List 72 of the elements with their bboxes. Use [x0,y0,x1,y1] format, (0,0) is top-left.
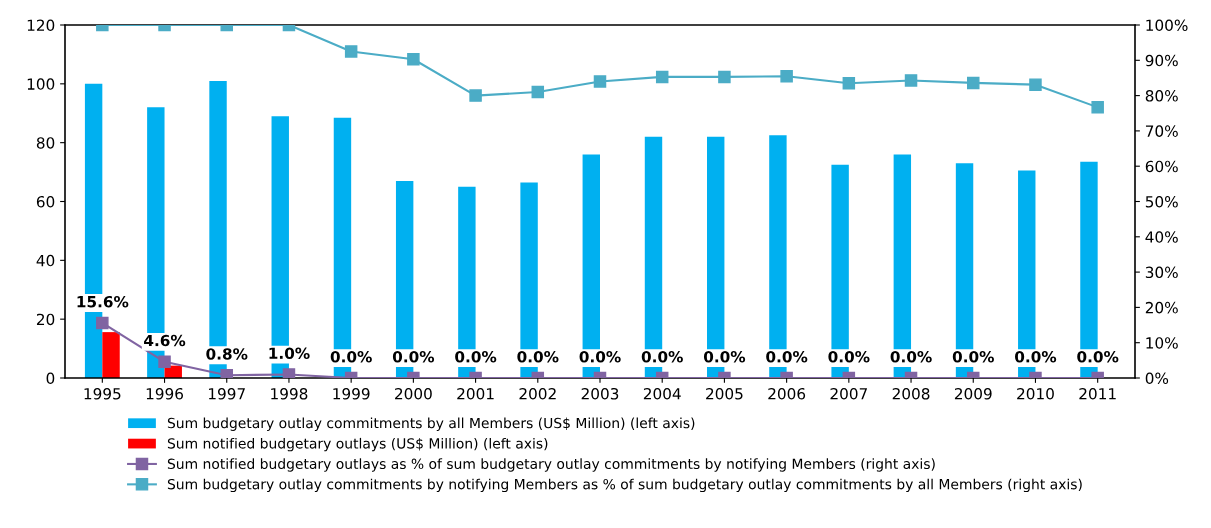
legend-label: Sum budgetary outlay commitments by notifying Members as % of sum budgetary outlay commitments by all Members (right axis) [167,478,1082,493]
data-label: 1.0% [269,347,310,360]
y-tick-label: 0 [46,372,55,385]
y2-tick-label: 70% [1145,125,1178,137]
y2-tick-label: 50% [1145,195,1178,208]
y2-tick-label: 80% [1145,90,1178,102]
y2-tick-label: 90% [1145,54,1178,67]
point [344,45,358,58]
x-tick-label: 1996 [146,387,184,400]
x-tick-label: 2001 [457,387,494,400]
point [904,74,918,87]
x-tick-label: 2011 [1079,387,1116,400]
y-tick-label: 60 [36,195,55,208]
x-tick-label: 2004 [643,387,681,400]
y2-tick-label: 30% [1145,266,1178,279]
data-label: 0.0% [330,350,372,363]
x-tick-label: 2005 [706,387,743,400]
point [593,75,607,88]
point [469,89,482,102]
x-tick-label: 2008 [892,387,930,400]
x-tick-label: 2003 [581,387,619,400]
y2-tick-label: 40% [1145,231,1178,243]
point [655,70,669,84]
x-tick-label: 2009 [954,387,992,400]
x-tick-label: 1995 [84,387,121,400]
point [220,368,233,378]
point [842,76,856,90]
x-tick-label: 2010 [1017,387,1054,400]
data-label: 4.6% [144,334,186,347]
data-label: 0.0% [703,350,746,363]
data-label: 15.6% [77,295,129,308]
data-label: 0.0% [828,350,870,363]
data-label: 0.0% [766,350,808,363]
point [780,69,793,83]
legend-label: Sum notified budgetary outlays (US$ Million) (left axis) [167,437,548,452]
y-tick-label: 120 [27,19,55,32]
data-label: 0.0% [517,350,559,363]
data-label: 0.0% [1015,350,1057,363]
y2-tick-label: 60% [1145,160,1178,173]
data-label: 0.0% [1077,350,1119,363]
x-tick-label: 1999 [333,387,370,400]
point [1091,100,1104,114]
data-label: 0.0% [455,350,497,363]
y-tick-label: 100 [27,78,55,90]
x-tick-label: 1998 [271,387,308,400]
point [282,368,296,378]
x-tick-label: 2006 [768,387,806,400]
point [967,76,980,90]
data-label: 0.0% [890,350,932,363]
legend-label: Sum budgetary outlay commitments by all Members (US$ Million) (left axis) [167,417,695,431]
y-tick-label: 20 [36,313,55,326]
y2-tick-label: 0% [1145,372,1169,385]
data-label: 0.0% [641,350,683,363]
x-tick-label: 2007 [830,387,867,400]
x-tick-label: 2000 [395,387,432,400]
y-tick-label: 80 [36,137,55,149]
y2-tick-label: 100% [1146,19,1188,32]
data-label: 0.8% [206,348,248,360]
point [531,85,545,99]
legend-label: Sum notified budgetary outlays as % of sum budgetary outlay commitments by notifying Members (right axis) [167,458,935,472]
x-tick-label: 1997 [208,387,245,400]
point [1029,78,1042,91]
data-label: 0.0% [392,350,435,363]
point [407,52,420,66]
point [718,70,731,84]
y2-tick-label: 20% [1145,301,1178,314]
data-label: 0.0% [952,350,994,363]
bar [102,332,120,378]
x-tick-label: 2002 [519,387,556,400]
y2-tick-label: 10% [1146,337,1178,349]
data-label: 0.0% [579,350,621,363]
y-tick-label: 40 [36,254,55,267]
